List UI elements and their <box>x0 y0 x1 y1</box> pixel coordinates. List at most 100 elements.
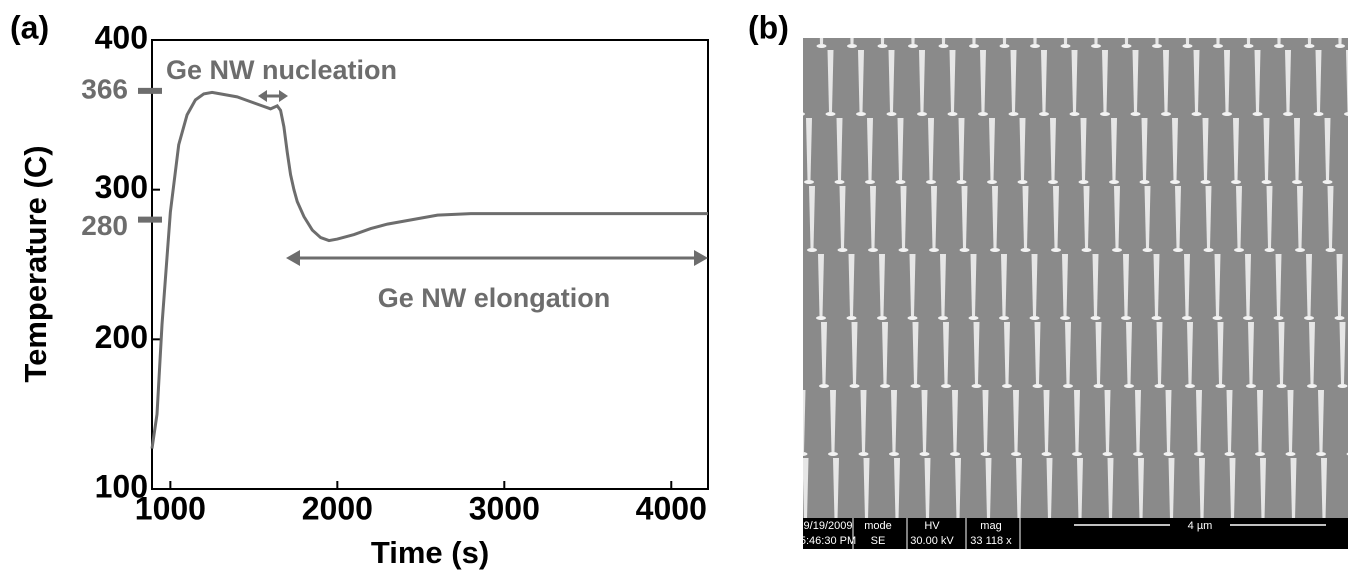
nanowire-base <box>1048 180 1058 184</box>
nanowire <box>788 254 794 316</box>
nanowire <box>779 186 785 248</box>
nanowire-base <box>1243 316 1253 320</box>
nanowire-base <box>777 248 787 252</box>
nanowire-base <box>838 248 848 252</box>
nanowire-base <box>1133 452 1143 456</box>
nanowire-base <box>987 180 997 184</box>
nanowire-base <box>1124 384 1134 388</box>
nanowire-base <box>817 44 827 48</box>
nanowire-base <box>1030 44 1040 48</box>
nanowire-base <box>877 316 887 320</box>
nanowire-base <box>1225 452 1235 456</box>
nanowire-base <box>1121 316 1131 320</box>
nanowire-base <box>1103 452 1113 456</box>
nanowire-base <box>1305 44 1315 48</box>
nanowire-base <box>1155 384 1165 388</box>
nanowire-base <box>755 316 765 320</box>
nanowire-base <box>1204 248 1214 252</box>
nanowire-base <box>789 384 799 388</box>
nanowire-base <box>941 384 951 388</box>
sem-info-text: mag <box>980 520 1001 532</box>
nanowire-base <box>1170 180 1180 184</box>
nanowire <box>797 50 803 112</box>
annotation: Ge NW elongation <box>378 283 611 313</box>
annotation: Ge NW nucleation <box>166 55 397 85</box>
nanowire-base <box>911 384 921 388</box>
nanowire <box>1337 0 1343 44</box>
nanowire-base <box>950 452 960 456</box>
nanowire-base <box>1338 384 1348 388</box>
nanowire-base <box>767 452 777 456</box>
x-tick-label: 1000 <box>135 490 206 526</box>
nanowire-base <box>899 248 909 252</box>
nanowire-base <box>1033 384 1043 388</box>
nanowire-base <box>1143 248 1153 252</box>
temperature-line <box>152 92 708 448</box>
nanowire-base <box>889 452 899 456</box>
sem-info-text: 5:46:30 PM <box>800 535 856 547</box>
nanowire-base <box>734 112 744 116</box>
nanowire-base <box>978 112 988 116</box>
nanowire <box>791 322 797 384</box>
nanowire-base <box>929 248 939 252</box>
nanowire-base <box>770 520 780 524</box>
nanowire-base <box>816 316 826 320</box>
nanowire-base <box>1265 248 1275 252</box>
nanowire <box>1276 0 1282 44</box>
nanowire-base <box>847 44 857 48</box>
y-tick-label: 300 <box>95 169 148 205</box>
nanowire-base <box>1009 112 1019 116</box>
nanowire-base <box>926 180 936 184</box>
nanowire <box>1307 0 1313 44</box>
nanowire-base <box>868 248 878 252</box>
nanowire-base <box>1112 248 1122 252</box>
plot-frame <box>152 40 708 489</box>
nanowire-base <box>1173 248 1183 252</box>
nanowire-base <box>908 316 918 320</box>
nanowire <box>776 118 782 180</box>
nanowire <box>910 0 916 44</box>
nanowire <box>1185 0 1191 44</box>
nanowire-base <box>920 452 930 456</box>
level-label: 366 <box>81 73 128 104</box>
nanowire-base <box>1335 44 1345 48</box>
nanowire-base <box>774 180 784 184</box>
nanowire <box>849 0 855 44</box>
nanowire-base <box>880 384 890 388</box>
nanowire <box>1246 0 1252 44</box>
sem-info-text: SE <box>871 535 886 547</box>
nanowire-base <box>847 316 857 320</box>
nanowire-base <box>1231 180 1241 184</box>
nanowire-base <box>1194 452 1204 456</box>
nanowire <box>757 254 763 316</box>
nanowire-base <box>1030 316 1040 320</box>
nanowire-base <box>1255 452 1265 456</box>
nanowire <box>1154 0 1160 44</box>
nanowire-base <box>1292 180 1302 184</box>
nanowire-base <box>1122 44 1132 48</box>
nanowire-base <box>758 384 768 388</box>
nanowire-base <box>804 180 814 184</box>
nanowire-base <box>1246 384 1256 388</box>
nanowire-base <box>957 180 967 184</box>
nanowire-base <box>1244 44 1254 48</box>
panel-label: (a) <box>10 9 49 45</box>
nanowire-base <box>999 316 1009 320</box>
nanowire-base <box>835 180 845 184</box>
nanowire-base <box>887 112 897 116</box>
nanowire-base <box>1061 44 1071 48</box>
y-tick-label: 200 <box>95 319 148 355</box>
nanowire-base <box>896 180 906 184</box>
nanowire-base <box>1216 384 1226 388</box>
sem-info-text: 33 118 x <box>970 535 1012 547</box>
scale-label: 4 µm <box>1188 520 1213 532</box>
nanowire-base <box>1234 248 1244 252</box>
nanowire-base <box>1021 248 1031 252</box>
nanowire <box>727 0 733 44</box>
level-label: 280 <box>81 210 128 241</box>
nanowire-base <box>1051 248 1061 252</box>
nanowire-base <box>1152 44 1162 48</box>
nanowire-base <box>819 384 829 388</box>
nanowire-base <box>1274 44 1284 48</box>
